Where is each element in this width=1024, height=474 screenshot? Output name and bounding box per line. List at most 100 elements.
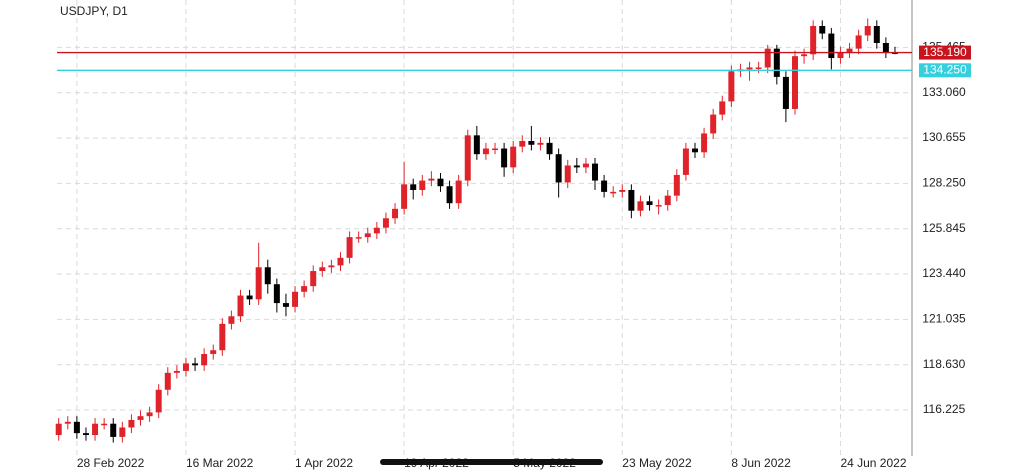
y-tick-label: 123.440 bbox=[922, 266, 966, 280]
candle-body bbox=[846, 48, 853, 53]
candle-body bbox=[64, 421, 71, 424]
candle-body bbox=[701, 133, 708, 153]
candle-body bbox=[446, 186, 453, 204]
candle-body bbox=[355, 237, 362, 239]
candle-body bbox=[810, 26, 817, 55]
x-tick-label: 24 Jun 2022 bbox=[840, 456, 906, 470]
candle-body bbox=[601, 180, 608, 192]
candle-body bbox=[492, 148, 499, 151]
candle-body bbox=[101, 423, 108, 426]
candle-body bbox=[746, 67, 753, 70]
candle-body bbox=[664, 195, 671, 206]
candle-body bbox=[728, 71, 735, 102]
candle-body bbox=[528, 140, 535, 145]
candle-body bbox=[473, 135, 480, 155]
candle-body bbox=[192, 363, 199, 366]
candle-body bbox=[392, 208, 399, 219]
candle-body bbox=[282, 303, 289, 307]
candle-body bbox=[610, 191, 617, 194]
candle-body bbox=[791, 56, 798, 109]
x-tick-label: 1 Apr 2022 bbox=[295, 456, 353, 470]
candle-body bbox=[373, 227, 380, 234]
candle-body bbox=[255, 267, 262, 300]
candle-body bbox=[164, 372, 171, 390]
candle-body bbox=[146, 412, 153, 417]
candle-body bbox=[228, 316, 235, 324]
candle-body bbox=[73, 421, 80, 434]
candle-body bbox=[110, 423, 117, 437]
candle-body bbox=[310, 271, 317, 287]
candle-body bbox=[364, 233, 371, 238]
candle-body bbox=[592, 163, 599, 181]
candle-body bbox=[637, 201, 644, 211]
candle-body bbox=[801, 54, 808, 57]
candle-body bbox=[510, 146, 517, 168]
candle-body bbox=[264, 267, 271, 285]
candle-body bbox=[682, 148, 689, 175]
candle-body bbox=[210, 350, 217, 354]
candle-body bbox=[710, 114, 717, 134]
candle-body bbox=[382, 218, 389, 228]
candle-body bbox=[201, 353, 208, 366]
price-label-box bbox=[919, 63, 971, 78]
price-label-box bbox=[919, 45, 971, 60]
y-tick-label: 128.250 bbox=[922, 176, 966, 190]
candle-body bbox=[173, 370, 180, 373]
candle-body bbox=[828, 33, 835, 59]
candle-body bbox=[346, 237, 353, 258]
candle-body bbox=[401, 184, 408, 209]
candle-body bbox=[692, 148, 698, 153]
candle-body bbox=[437, 178, 444, 187]
y-tick-label: 121.035 bbox=[922, 312, 966, 326]
candle-body bbox=[501, 148, 508, 168]
chart-title: USDJPY, D1 bbox=[60, 4, 128, 18]
candle-body bbox=[237, 295, 244, 317]
x-tick-label: 16 Mar 2022 bbox=[186, 456, 254, 470]
candle-body bbox=[582, 163, 589, 168]
candle-body bbox=[155, 389, 162, 413]
candle-body bbox=[119, 427, 126, 437]
candle-body bbox=[555, 154, 562, 183]
candle-body bbox=[273, 284, 280, 304]
candle-body bbox=[464, 135, 471, 181]
candle-body bbox=[564, 165, 571, 183]
candle-body bbox=[537, 142, 544, 145]
candle-body bbox=[455, 180, 462, 204]
candle-body bbox=[319, 267, 326, 272]
candle-body bbox=[782, 76, 789, 109]
candle-body bbox=[328, 265, 335, 268]
candle-body bbox=[419, 180, 426, 190]
candle-body bbox=[219, 323, 226, 351]
candle-body bbox=[137, 416, 144, 420]
candle-body bbox=[673, 174, 680, 196]
y-tick-label: 125.845 bbox=[922, 221, 966, 235]
candle-body bbox=[628, 189, 635, 211]
candle-body bbox=[864, 26, 871, 36]
y-tick-label: 118.630 bbox=[923, 357, 966, 371]
candle-body bbox=[92, 423, 99, 436]
price-label: 135.190 bbox=[923, 45, 967, 59]
x-tick-label: 28 Feb 2022 bbox=[77, 456, 145, 470]
price-label: 134.250 bbox=[923, 62, 967, 76]
candle-body bbox=[764, 48, 771, 68]
candle-body bbox=[837, 52, 844, 59]
candle-body bbox=[619, 189, 626, 192]
candle-body bbox=[755, 67, 762, 69]
x-tick-label: 8 Jun 2022 bbox=[731, 456, 791, 470]
candle-body bbox=[882, 42, 889, 53]
candle-body bbox=[410, 184, 417, 190]
candle-body bbox=[246, 295, 253, 300]
candle-body bbox=[292, 291, 299, 307]
candle-body bbox=[646, 201, 653, 206]
candle-body bbox=[873, 26, 880, 43]
candle-body bbox=[546, 142, 553, 155]
candle-body bbox=[337, 257, 344, 266]
candle-body bbox=[128, 419, 135, 428]
y-tick-label: 116.225 bbox=[923, 402, 966, 416]
candle-body bbox=[428, 178, 435, 181]
candle-body bbox=[855, 35, 862, 49]
y-tick-label: 130.655 bbox=[922, 130, 966, 144]
candle-body bbox=[182, 363, 189, 371]
candle-body bbox=[82, 433, 89, 436]
